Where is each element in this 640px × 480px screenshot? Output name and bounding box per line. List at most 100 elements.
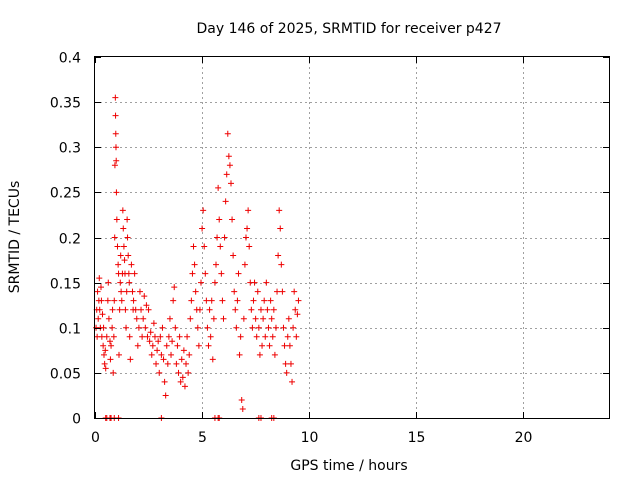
data-point bbox=[117, 279, 124, 286]
data-point bbox=[248, 306, 255, 313]
data-point bbox=[251, 279, 258, 286]
data-point bbox=[238, 396, 245, 403]
data-point bbox=[267, 297, 274, 304]
data-point bbox=[294, 311, 301, 318]
data-point bbox=[220, 315, 227, 322]
data-point bbox=[269, 333, 276, 340]
data-point bbox=[255, 324, 262, 331]
data-point bbox=[111, 234, 118, 241]
data-point bbox=[113, 157, 120, 164]
data-point bbox=[94, 288, 101, 295]
data-point bbox=[105, 279, 112, 286]
data-point bbox=[189, 270, 196, 277]
data-point bbox=[151, 333, 158, 340]
tick-labels: 0 5 10 15 20 0 0.05 0.1 0.15 0.2 0.25 0.3 0.35 0.4 bbox=[50, 51, 533, 447]
y-axis-label: SRMTID / TECUs bbox=[7, 181, 23, 294]
data-point bbox=[113, 216, 120, 223]
data-point bbox=[202, 270, 209, 277]
data-point bbox=[277, 225, 284, 232]
data-point bbox=[231, 288, 238, 295]
data-point bbox=[293, 333, 300, 340]
data-point bbox=[191, 261, 198, 268]
data-point bbox=[254, 288, 261, 295]
data-point bbox=[118, 297, 125, 304]
data-point bbox=[200, 207, 207, 214]
data-point bbox=[115, 261, 122, 268]
y-tick-label: 0.3 bbox=[59, 141, 81, 157]
data-point bbox=[237, 333, 244, 340]
y-tick-label: 0 bbox=[72, 412, 81, 428]
data-point bbox=[128, 261, 135, 268]
data-point bbox=[233, 324, 240, 331]
data-point bbox=[124, 216, 131, 223]
data-point bbox=[207, 333, 214, 340]
data-point bbox=[235, 270, 242, 277]
data-point bbox=[205, 342, 212, 349]
data-point bbox=[194, 324, 201, 331]
data-point bbox=[219, 297, 226, 304]
data-point bbox=[100, 351, 107, 358]
data-point bbox=[245, 207, 252, 214]
data-point bbox=[121, 257, 128, 264]
data-point bbox=[110, 369, 117, 376]
data-point bbox=[140, 315, 147, 322]
x-tick-label: 15 bbox=[408, 430, 426, 446]
y-tick-label: 0.15 bbox=[50, 277, 81, 293]
data-point bbox=[188, 297, 195, 304]
data-point bbox=[217, 243, 224, 250]
data-point bbox=[223, 171, 230, 178]
data-point bbox=[236, 351, 243, 358]
data-point bbox=[135, 324, 142, 331]
data-point bbox=[184, 333, 191, 340]
data-point bbox=[133, 315, 140, 322]
data-point bbox=[216, 216, 223, 223]
data-point bbox=[153, 360, 160, 367]
data-point bbox=[281, 342, 288, 349]
data-point bbox=[185, 369, 192, 376]
x-axis-label: GPS time / hours bbox=[290, 458, 407, 474]
data-point bbox=[263, 279, 270, 286]
data-point bbox=[279, 288, 286, 295]
x-tick-label: 10 bbox=[301, 430, 319, 446]
data-point bbox=[109, 306, 116, 313]
data-point bbox=[132, 306, 139, 313]
data-point bbox=[102, 347, 109, 354]
data-point bbox=[187, 315, 194, 322]
y-tick-label: 0.2 bbox=[59, 232, 81, 248]
data-point bbox=[232, 306, 239, 313]
data-point bbox=[127, 356, 134, 363]
data-point bbox=[201, 243, 208, 250]
data-point bbox=[257, 306, 264, 313]
data-point bbox=[161, 378, 168, 385]
data-point bbox=[242, 234, 249, 241]
data-point bbox=[100, 342, 107, 349]
data-point bbox=[295, 297, 302, 304]
data-point bbox=[264, 306, 271, 313]
data-point bbox=[268, 315, 275, 322]
data-point bbox=[234, 297, 241, 304]
data-point bbox=[146, 338, 153, 345]
data-point bbox=[290, 324, 297, 331]
data-point bbox=[241, 261, 248, 268]
data-point bbox=[262, 333, 269, 340]
data-point bbox=[159, 324, 166, 331]
data-point bbox=[210, 315, 217, 322]
data-point bbox=[226, 162, 233, 169]
data-point bbox=[183, 360, 190, 367]
data-point bbox=[227, 180, 234, 187]
data-point bbox=[164, 360, 171, 367]
data-point bbox=[249, 324, 256, 331]
data-point bbox=[162, 392, 169, 399]
data-point bbox=[286, 342, 293, 349]
data-point bbox=[221, 234, 228, 241]
data-point bbox=[168, 351, 175, 358]
data-point bbox=[142, 324, 149, 331]
data-point bbox=[100, 324, 107, 331]
data-point bbox=[272, 324, 279, 331]
data-point bbox=[155, 338, 162, 345]
data-point bbox=[179, 374, 186, 381]
data-point bbox=[240, 315, 247, 322]
data-point bbox=[196, 306, 203, 313]
